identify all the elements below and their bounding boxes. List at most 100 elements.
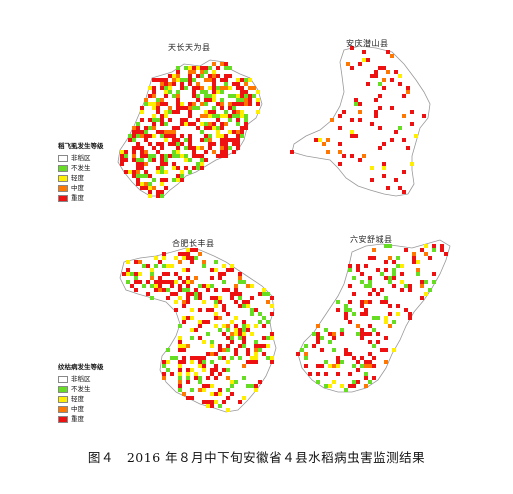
monitoring-cell	[204, 114, 208, 118]
monitoring-cell	[202, 264, 206, 268]
monitoring-cell	[172, 162, 176, 166]
monitoring-cell	[244, 118, 248, 122]
monitoring-cell	[248, 98, 252, 102]
monitoring-cell	[244, 90, 248, 94]
legend-row: 不发生	[58, 385, 104, 395]
monitoring-cell	[262, 316, 266, 320]
monitoring-cell	[176, 94, 180, 98]
monitoring-cell	[370, 178, 374, 182]
monitoring-cell	[208, 122, 212, 126]
monitoring-cell	[390, 106, 394, 110]
monitoring-cell	[176, 102, 180, 106]
monitoring-cell	[200, 154, 204, 158]
monitoring-cell	[382, 142, 386, 146]
monitoring-cell	[220, 106, 224, 110]
monitoring-cell	[148, 154, 152, 158]
monitoring-cell	[164, 102, 168, 106]
monitoring-cell	[152, 106, 156, 110]
monitoring-cell	[214, 260, 218, 264]
monitoring-cell	[148, 94, 152, 98]
monitoring-cell	[348, 264, 352, 268]
monitoring-cell	[170, 264, 174, 268]
monitoring-cell	[186, 344, 190, 348]
monitoring-cell	[444, 252, 448, 256]
legend-row: 轻度	[58, 395, 104, 405]
monitoring-cell	[120, 150, 124, 154]
monitoring-cell	[218, 356, 222, 360]
monitoring-cell	[404, 284, 408, 288]
monitoring-cell	[398, 126, 402, 130]
monitoring-cell	[174, 272, 178, 276]
monitoring-cell	[200, 66, 204, 70]
monitoring-cell	[392, 284, 396, 288]
monitoring-cell	[384, 296, 388, 300]
monitoring-cell	[186, 276, 190, 280]
monitoring-cell	[182, 252, 186, 256]
monitoring-cell	[322, 142, 326, 146]
monitoring-cell	[210, 340, 214, 344]
monitoring-cell	[194, 276, 198, 280]
monitoring-cell	[208, 78, 212, 82]
monitoring-cell	[132, 174, 136, 178]
monitoring-cell	[242, 332, 246, 336]
monitoring-cell	[348, 300, 352, 304]
monitoring-cell	[188, 70, 192, 74]
monitoring-cell	[178, 344, 182, 348]
monitoring-cell	[184, 154, 188, 158]
monitoring-cell	[140, 158, 144, 162]
monitoring-cell	[176, 146, 180, 150]
legend-row: 非稻区	[58, 375, 104, 385]
monitoring-cell	[220, 90, 224, 94]
monitoring-cell	[380, 300, 384, 304]
monitoring-cell	[360, 312, 364, 316]
monitoring-cell	[400, 272, 404, 276]
monitoring-cell	[168, 130, 172, 134]
monitoring-cell	[234, 292, 238, 296]
monitoring-cell	[204, 122, 208, 126]
legend-label: 轻度	[71, 395, 84, 404]
monitoring-cell	[364, 364, 368, 368]
monitoring-cell	[140, 110, 144, 114]
monitoring-cell	[262, 336, 266, 340]
monitoring-cell	[160, 82, 164, 86]
monitoring-cell	[190, 248, 194, 252]
monitoring-cell	[144, 150, 148, 154]
monitoring-cell	[140, 154, 144, 158]
monitoring-cell	[312, 344, 316, 348]
monitoring-cell	[224, 82, 228, 86]
monitoring-cell	[394, 178, 398, 182]
monitoring-cell	[148, 194, 152, 198]
monitoring-cell	[140, 106, 144, 110]
monitoring-cell	[398, 82, 402, 86]
monitoring-cell	[324, 328, 328, 332]
monitoring-cell	[204, 138, 208, 142]
monitoring-cell	[222, 348, 226, 352]
monitoring-cell	[210, 284, 214, 288]
monitoring-cell	[188, 146, 192, 150]
monitoring-cell	[194, 248, 198, 252]
monitoring-cell	[226, 396, 230, 400]
monitoring-cell	[222, 332, 226, 336]
monitoring-cell	[344, 388, 348, 392]
monitoring-cell	[332, 348, 336, 352]
monitoring-cell	[266, 292, 270, 296]
monitoring-cell	[164, 130, 168, 134]
monitoring-cell	[344, 304, 348, 308]
monitoring-cell	[336, 300, 340, 304]
monitoring-cell	[164, 178, 168, 182]
monitoring-cell	[374, 114, 378, 118]
monitoring-cell	[228, 94, 232, 98]
monitoring-cell	[376, 340, 380, 344]
map-title-feidong: 合肥长丰县	[172, 239, 215, 248]
monitoring-cell	[186, 372, 190, 376]
monitoring-cell	[170, 356, 174, 360]
monitoring-cell	[134, 280, 138, 284]
map-title-shouxian: 安庆潜山县	[346, 39, 389, 48]
monitoring-cell	[328, 340, 332, 344]
monitoring-cell	[234, 352, 238, 356]
monitoring-cell	[188, 122, 192, 126]
monitoring-cell	[220, 150, 224, 154]
monitoring-cell	[242, 324, 246, 328]
monitoring-cell	[422, 114, 426, 118]
monitoring-cell	[366, 58, 370, 62]
